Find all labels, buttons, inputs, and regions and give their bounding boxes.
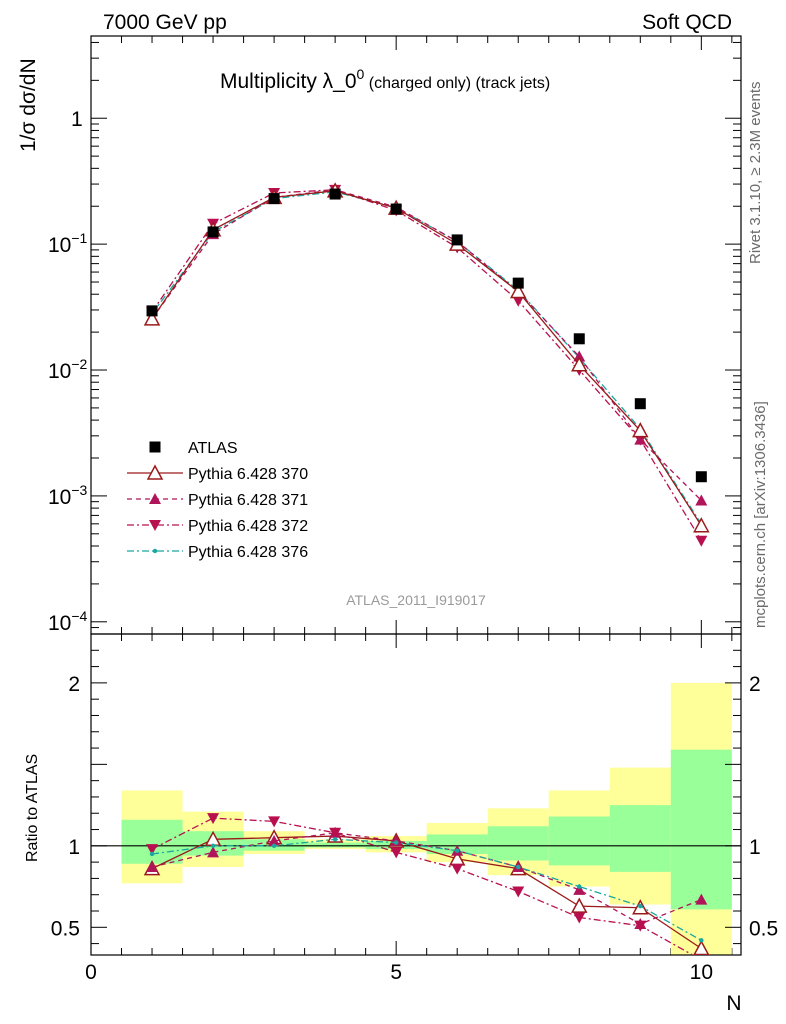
series-0-point [146, 305, 158, 317]
uncertainty-band-green [609, 805, 671, 872]
legend-entry-1-marker [146, 464, 164, 480]
ratio-series-4-point [332, 837, 338, 842]
series-3-point [695, 535, 708, 547]
ratio-series-3-point [695, 954, 708, 955]
ratio-series-3-point [146, 844, 159, 856]
ratio-series-4-point [699, 938, 704, 943]
ratio-series-3-point [634, 920, 647, 932]
rivet-label: Rivet 3.1.10, ≥ 2.3M events [747, 82, 764, 265]
ratio-y-tick-label: 1 [68, 836, 80, 859]
analysis-label: ATLAS_2011_I919017 [346, 592, 486, 608]
ratio-series-4-point [393, 840, 399, 845]
y-axis-label: 1/σ dσ/dN [17, 58, 40, 152]
series-0-point [695, 471, 707, 483]
legend-entry-4-label: Pythia 6.428 376 [188, 544, 308, 561]
plot-title: Multiplicity λ_00 (charged only) (track … [220, 66, 550, 93]
legend-entry-0-label: ATLAS [188, 440, 238, 457]
series-0-point [634, 398, 646, 410]
series-1-point [571, 356, 588, 372]
series-1-point [509, 282, 527, 299]
series-3-point [512, 295, 525, 307]
uncertainty-band-green [487, 826, 549, 861]
mcplots-label: mcplots.cern.ch [arXiv:1306.3436] [752, 401, 769, 628]
ratio-series-2-point [146, 861, 159, 873]
ratio-y-tick-label: 2 [68, 673, 80, 696]
series-1-point [693, 517, 710, 533]
ratio-frame [90, 633, 742, 956]
ratio-series-4-point [149, 851, 155, 857]
ratio-series-3-line [151, 817, 694, 955]
series-2-point [634, 433, 647, 445]
ratio-y-tick-label-right: 1 [749, 836, 761, 859]
ratio-series-3-point [390, 847, 403, 859]
legend-entry-3-marker [149, 520, 161, 531]
legend-entry-2-marker [149, 493, 161, 504]
ratio-series-3-point [268, 816, 281, 828]
legend-entry-1-label: Pythia 6.428 370 [188, 466, 308, 483]
ratio-series-2 [146, 826, 708, 930]
ratio-y-tick-label-right: 0.5 [749, 917, 778, 940]
series-1-line [151, 190, 702, 527]
x-tick-label: 10 [690, 961, 713, 984]
ratio-series-4-point [577, 884, 582, 889]
ratio-series-3-point [329, 827, 342, 839]
uncertainty-band-green [304, 842, 366, 848]
x-tick-label: 0 [85, 961, 97, 984]
series-0-point [573, 333, 585, 345]
ratio-series-2-line [151, 832, 702, 925]
ratio-series-3-point [451, 863, 464, 875]
header-right: Soft QCD [642, 11, 732, 34]
series-2-point [573, 350, 586, 362]
ratio-series-4-point [516, 864, 521, 870]
uncertainty-band-green [548, 816, 610, 866]
series-0-point [512, 277, 524, 289]
ratio-series-4-point [638, 903, 643, 909]
ratio-series-4-point [271, 843, 277, 849]
series-1-point [143, 310, 161, 326]
ratio-series-3 [146, 813, 708, 955]
series-0-point [207, 226, 219, 238]
ratio-y-tick-label: 0.5 [51, 917, 80, 940]
ratio-series-3-point [573, 912, 586, 924]
series-2-line [151, 189, 702, 501]
series-0-point [390, 203, 402, 215]
uncertainty-band-green [670, 749, 732, 910]
series-1-point [632, 422, 649, 438]
y-tick-label: 10−3 [48, 482, 88, 509]
x-tick-label: 5 [390, 961, 402, 984]
ratio-series-3-point [512, 886, 525, 898]
series-3-line [151, 189, 702, 542]
uncertainty-band-green [121, 819, 183, 864]
ratio-panel: 0 5 10 N 0.5 0.5 1 1 2 2 Ratio to ATLAS [24, 633, 778, 1015]
y-tick-label: 10−4 [48, 608, 88, 635]
series-0-point [268, 193, 280, 205]
ratio-series-2-point [695, 893, 708, 905]
ratio-series-1-point [693, 939, 710, 955]
y-tick-label: 10−2 [48, 356, 88, 383]
ratio-y-axis-label: Ratio to ATLAS [24, 754, 41, 862]
legend-entry-4-marker [152, 548, 158, 554]
ratio-series-4-point [454, 848, 460, 853]
series-0-point [451, 234, 463, 246]
y-tick-label: 1 [71, 108, 83, 131]
ratio-series-3-point [207, 813, 220, 825]
legend-entry-0-marker [149, 441, 161, 453]
x-axis-label: N [726, 992, 741, 1015]
y-tick-label: 10−1 [48, 230, 88, 257]
ratio-series-1-point [571, 897, 588, 913]
ratio-y-tick-label-right: 2 [749, 673, 761, 696]
series-2-point [695, 494, 708, 506]
series-0-point [329, 188, 341, 200]
legend-entry-3-label: Pythia 6.428 372 [188, 518, 308, 535]
ratio-series-1-line [151, 835, 702, 950]
ratio-series-2-point [207, 846, 220, 858]
ratio-series-4-point [210, 843, 216, 849]
ratio-series-4-line [151, 838, 702, 941]
ratio-series-4 [149, 837, 704, 943]
ratio-series-2-point [573, 883, 586, 895]
header-left: 7000 GeV pp [103, 11, 227, 34]
legend-entry-2-label: Pythia 6.428 371 [188, 492, 308, 509]
ratio-series-2-point [268, 834, 281, 846]
